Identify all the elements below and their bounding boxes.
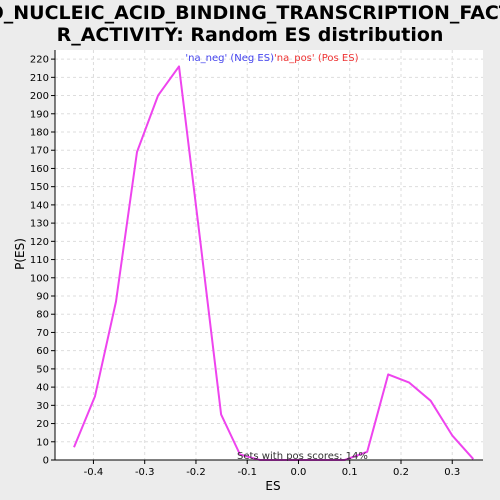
x-tick-label: 0.1: [342, 467, 358, 478]
y-tick-label: 90: [36, 292, 49, 303]
y-tick-label: 190: [30, 109, 49, 120]
y-tick-label: 140: [30, 200, 49, 211]
y-tick-label: 210: [30, 73, 49, 84]
y-tick-label: 10: [36, 437, 49, 448]
series-line: [73, 65, 475, 461]
y-tick-label: 70: [36, 328, 49, 339]
y-tick-label: 180: [30, 128, 49, 139]
y-axis-label: P(ES): [13, 238, 27, 270]
y-tick-label: 130: [30, 219, 49, 230]
x-axis-label: ES: [265, 479, 280, 493]
x-tick-label: -0.4: [84, 467, 104, 478]
y-tick-label: 30: [36, 401, 49, 412]
x-tick-label: -0.3: [135, 467, 155, 478]
y-tick-label: 220: [30, 55, 49, 66]
x-tick-label: 0.0: [291, 467, 307, 478]
legend-entry-pos: 'na_pos' (Pos ES): [274, 53, 359, 64]
y-tick-label: 160: [30, 164, 49, 175]
y-tick-label: 150: [30, 182, 49, 193]
y-tick-label: 20: [36, 419, 49, 430]
y-tick-label: 170: [30, 146, 49, 157]
x-tick-label: 0.3: [444, 467, 460, 478]
x-tick-label: -0.2: [186, 467, 206, 478]
y-tick-label: 0: [43, 456, 49, 467]
legend-entry-neg: 'na_neg' (Neg ES): [185, 53, 274, 64]
annotation-pos-scores: Sets with pos scores: 14%: [237, 451, 368, 462]
axis-layer: 0 10 20 30 40 50 60 70 80 90 100 110 120 130 140 150 160…: [30, 50, 483, 478]
y-tick-label: 110: [30, 255, 49, 266]
plot-area: [55, 50, 483, 460]
y-tick-label: 200: [30, 91, 49, 102]
series-layer: [73, 65, 475, 461]
x-tick-label: -0.1: [237, 467, 257, 478]
y-tick-label: 80: [36, 310, 49, 321]
chart-title-line-1: GO_NUCLEIC_ACID_BINDING_TRANSCRIPTION_FA…: [0, 2, 500, 24]
x-tick-label: 0.2: [393, 467, 409, 478]
grid-layer: [55, 50, 483, 461]
legend: 'na_neg' (Neg ES) 'na_pos' (Pos ES): [185, 53, 358, 64]
chart-title-line-2: R_ACTIVITY: Random ES distribution: [57, 24, 444, 46]
y-tick-label: 50: [36, 364, 49, 375]
y-tick-label: 120: [30, 237, 49, 248]
y-tick-label: 60: [36, 346, 49, 357]
y-tick-label: 40: [36, 383, 49, 394]
y-tick-label: 100: [30, 273, 49, 284]
